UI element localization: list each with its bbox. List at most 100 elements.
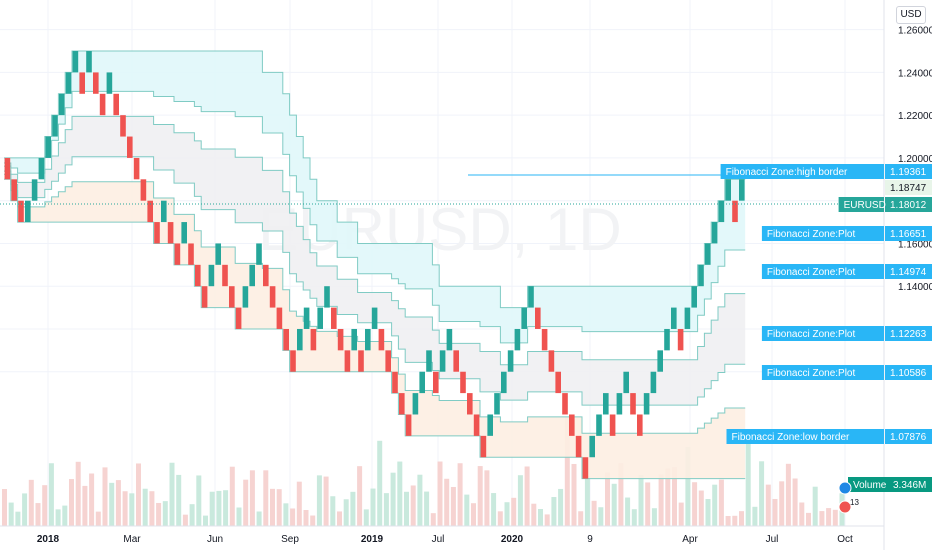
renko-brick (11, 179, 17, 201)
volume-bar (785, 463, 791, 526)
volume-bar (631, 509, 637, 526)
renko-brick (242, 286, 249, 308)
volume-bar (511, 497, 517, 526)
volume-bar (129, 493, 135, 526)
renko-brick (276, 307, 283, 329)
renko-brick (215, 243, 221, 265)
volume-bar (370, 488, 376, 526)
price-label-value-bg (885, 164, 932, 179)
renko-brick (609, 414, 616, 436)
price-label-name: Fibonacci Zone:low border (732, 432, 851, 443)
renko-brick (385, 350, 391, 372)
volume-bar (8, 502, 14, 526)
price-label-value: 1.14974 (890, 267, 927, 278)
renko-brick (161, 200, 167, 223)
volume-bar (236, 507, 242, 526)
volume-bar (303, 510, 309, 526)
renko-brick (412, 393, 419, 415)
volume-bar (477, 466, 483, 526)
volume-bar (618, 463, 624, 526)
y-tick-label: 1.14000 (898, 282, 932, 293)
renko-brick (86, 51, 92, 73)
volume-bar (89, 473, 95, 526)
volume-bar (531, 503, 537, 526)
volume-bar (363, 509, 369, 526)
fib-zone-line (4, 156, 746, 406)
renko-brick (698, 264, 704, 287)
volume-bar (732, 515, 738, 526)
volume-label-name: Volume (853, 480, 887, 491)
volume-bar (718, 479, 724, 526)
renko-brick (630, 393, 636, 415)
renko-brick (548, 350, 555, 372)
renko-brick (399, 393, 405, 415)
volume-bar (283, 503, 289, 526)
renko-brick (263, 264, 269, 287)
renko-brick (671, 307, 677, 329)
volume-bar (517, 475, 523, 526)
renko-brick (467, 393, 473, 415)
renko-brick (623, 371, 629, 394)
volume-bar (377, 440, 383, 526)
price-label-name-bg (761, 326, 884, 341)
renko-brick (528, 286, 534, 308)
renko-brick (725, 179, 731, 201)
volume-bar (645, 482, 651, 526)
renko-brick (18, 200, 24, 223)
x-tick-label: 2019 (361, 534, 384, 545)
y-tick-label: 1.24000 (898, 68, 932, 79)
currency-button[interactable]: USD (896, 6, 926, 24)
volume-bar (357, 466, 363, 526)
volume-bar (216, 490, 222, 526)
volume-bar (430, 513, 436, 526)
volume-bar (752, 506, 758, 526)
volume-bar (122, 491, 128, 526)
price-label-value: 1.07876 (890, 432, 927, 443)
x-tick-label: Apr (682, 534, 698, 545)
renko-brick (167, 222, 174, 244)
x-tick-label: 2020 (501, 534, 524, 545)
price-label-name: Fibonacci Zone:Plot (767, 368, 856, 379)
renko-brick (93, 72, 99, 94)
volume-bar (156, 502, 162, 526)
price-label-value-bg (885, 226, 932, 241)
volume-label-bg (848, 477, 932, 492)
renko-brick (45, 136, 51, 158)
renko-brick (657, 350, 663, 372)
renko-brick (433, 371, 439, 394)
volume-bar (806, 512, 811, 526)
renko-brick (718, 200, 725, 223)
renko-brick (575, 435, 582, 458)
volume-bar (651, 508, 657, 526)
volume-bar (48, 463, 54, 526)
us-flag-icon (838, 500, 852, 514)
volume-bar (611, 483, 617, 526)
volume-bar (337, 511, 342, 526)
renko-brick (596, 414, 602, 436)
volume-bar (263, 470, 269, 526)
volume-bar (725, 515, 731, 526)
renko-brick (365, 328, 371, 351)
volume-bar (142, 488, 148, 526)
y-tick-label: 1.16000 (898, 239, 932, 250)
fib-zone-line (4, 50, 746, 309)
renko-brick (684, 307, 691, 329)
price-label-value: 1.18747 (890, 183, 927, 194)
volume-bar (95, 511, 101, 526)
renko-brick (31, 179, 38, 201)
volume-bar (799, 502, 805, 526)
volume-bar (538, 509, 543, 526)
volume-bar (792, 478, 798, 526)
volume-bar (504, 502, 510, 526)
volume-bar (397, 461, 403, 526)
price-label-value-bg (885, 197, 932, 212)
volume-bar (692, 482, 698, 526)
volume-bar (551, 497, 557, 526)
renko-brick (317, 307, 323, 329)
renko-brick (480, 435, 487, 458)
volume-bar (270, 488, 275, 526)
renko-brick (637, 414, 643, 436)
x-tick-label: Mar (123, 534, 141, 545)
volume-bar (35, 503, 41, 526)
